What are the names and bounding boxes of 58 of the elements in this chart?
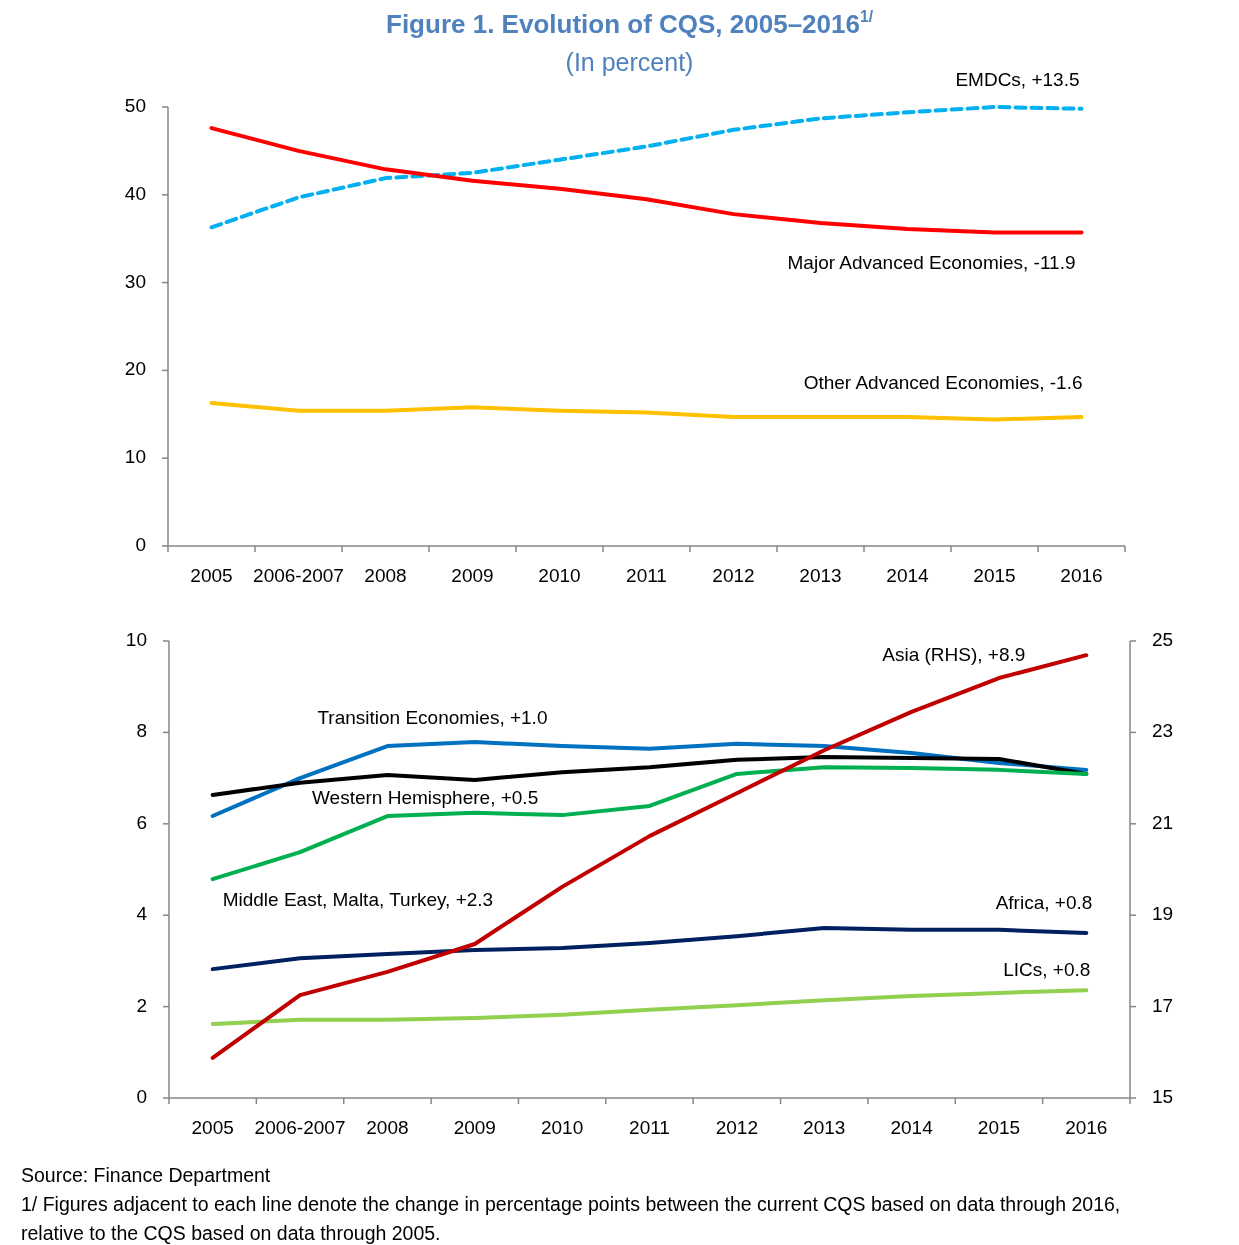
series-label: Major Advanced Economies, -11.9 [787, 251, 1076, 273]
source-note: Source: Finance Department [21, 1164, 271, 1187]
x-tick-label: 2016 [1060, 565, 1103, 587]
series-label: Middle East, Malta, Turkey, +2.3 [222, 889, 494, 911]
y2-tick-label: 25 [1152, 629, 1174, 651]
y2-tick-label: 19 [1152, 903, 1174, 925]
series-label: Western Hemisphere, +0.5 [312, 786, 539, 808]
y-tick-label: 10 [125, 629, 147, 651]
y-tick-label: 6 [136, 811, 147, 833]
y2-tick-label: 17 [1152, 994, 1174, 1016]
x-tick-label: 2010 [538, 565, 581, 587]
chart-subtitle: (In percent) [565, 47, 694, 76]
y2-tick-label: 21 [1152, 811, 1174, 833]
series-label: Transition Economies, +1.0 [317, 707, 548, 729]
x-tick-label: 2009 [451, 565, 494, 587]
series-label: Africa, +0.8 [995, 892, 1093, 914]
x-tick-label: 2011 [626, 565, 667, 587]
y2-tick-label: 23 [1152, 720, 1174, 742]
x-tick-label: 2012 [715, 1117, 758, 1139]
y-tick-label: 20 [124, 358, 146, 380]
x-tick-label: 2010 [541, 1117, 584, 1139]
x-tick-label: 2015 [977, 1117, 1021, 1139]
line-series [209, 400, 1084, 422]
x-tick-label: 2005 [191, 1117, 234, 1139]
chart-title: Figure 1. Evolution of CQS, 2005–2016$^{1/}$ [386, 7, 874, 39]
x-tick-label: 2006-2007 [253, 565, 344, 587]
text: 1/ Figures adjacent to each line denote the change in percentage points between the current CQS based on data through 2016, relative to the CQS based on data through 2005. [21, 1193, 1121, 1245]
y-tick-label: 30 [124, 270, 146, 292]
y-tick-label: 10 [124, 446, 146, 468]
x-tick-label: 2009 [453, 1117, 496, 1139]
y-tick-label: 0 [136, 1086, 147, 1108]
y-tick-label: 4 [136, 903, 148, 925]
y-tick-label: 40 [124, 182, 146, 204]
y-tick-label: 8 [136, 720, 147, 742]
x-tick-label: 2008 [364, 565, 407, 587]
y-tick-label: 50 [124, 95, 146, 117]
x-tick-label: 2016 [1065, 1117, 1108, 1139]
line-series [209, 126, 1084, 235]
series-label: EMDCs, +13.5 [955, 68, 1080, 90]
y-tick-label: 0 [135, 534, 146, 556]
series-label: LICs, +0.8 [1003, 959, 1091, 981]
line-series [210, 988, 1089, 1026]
y2-tick-label: 15 [1152, 1086, 1174, 1108]
series-label: Other Advanced Economies, -1.6 [803, 371, 1083, 393]
x-tick-label: 2008 [366, 1117, 409, 1139]
x-tick-label: 2011 [629, 1117, 670, 1139]
x-tick-label: 2015 [973, 565, 1016, 587]
y-tick-label: 2 [136, 994, 147, 1016]
x-tick-label: 2013 [799, 565, 842, 587]
x-tick-label: 2014 [890, 1117, 934, 1139]
line-series [210, 765, 1089, 882]
series-label: Asia (RHS), +8.9 [882, 644, 1026, 666]
x-tick-label: 2014 [886, 565, 930, 587]
x-tick-label: 2013 [803, 1117, 846, 1139]
x-tick-label: 2012 [712, 565, 755, 587]
x-tick-label: 2005 [190, 565, 233, 587]
x-tick-label: 2006-2007 [254, 1117, 346, 1139]
line-series [209, 105, 1084, 230]
